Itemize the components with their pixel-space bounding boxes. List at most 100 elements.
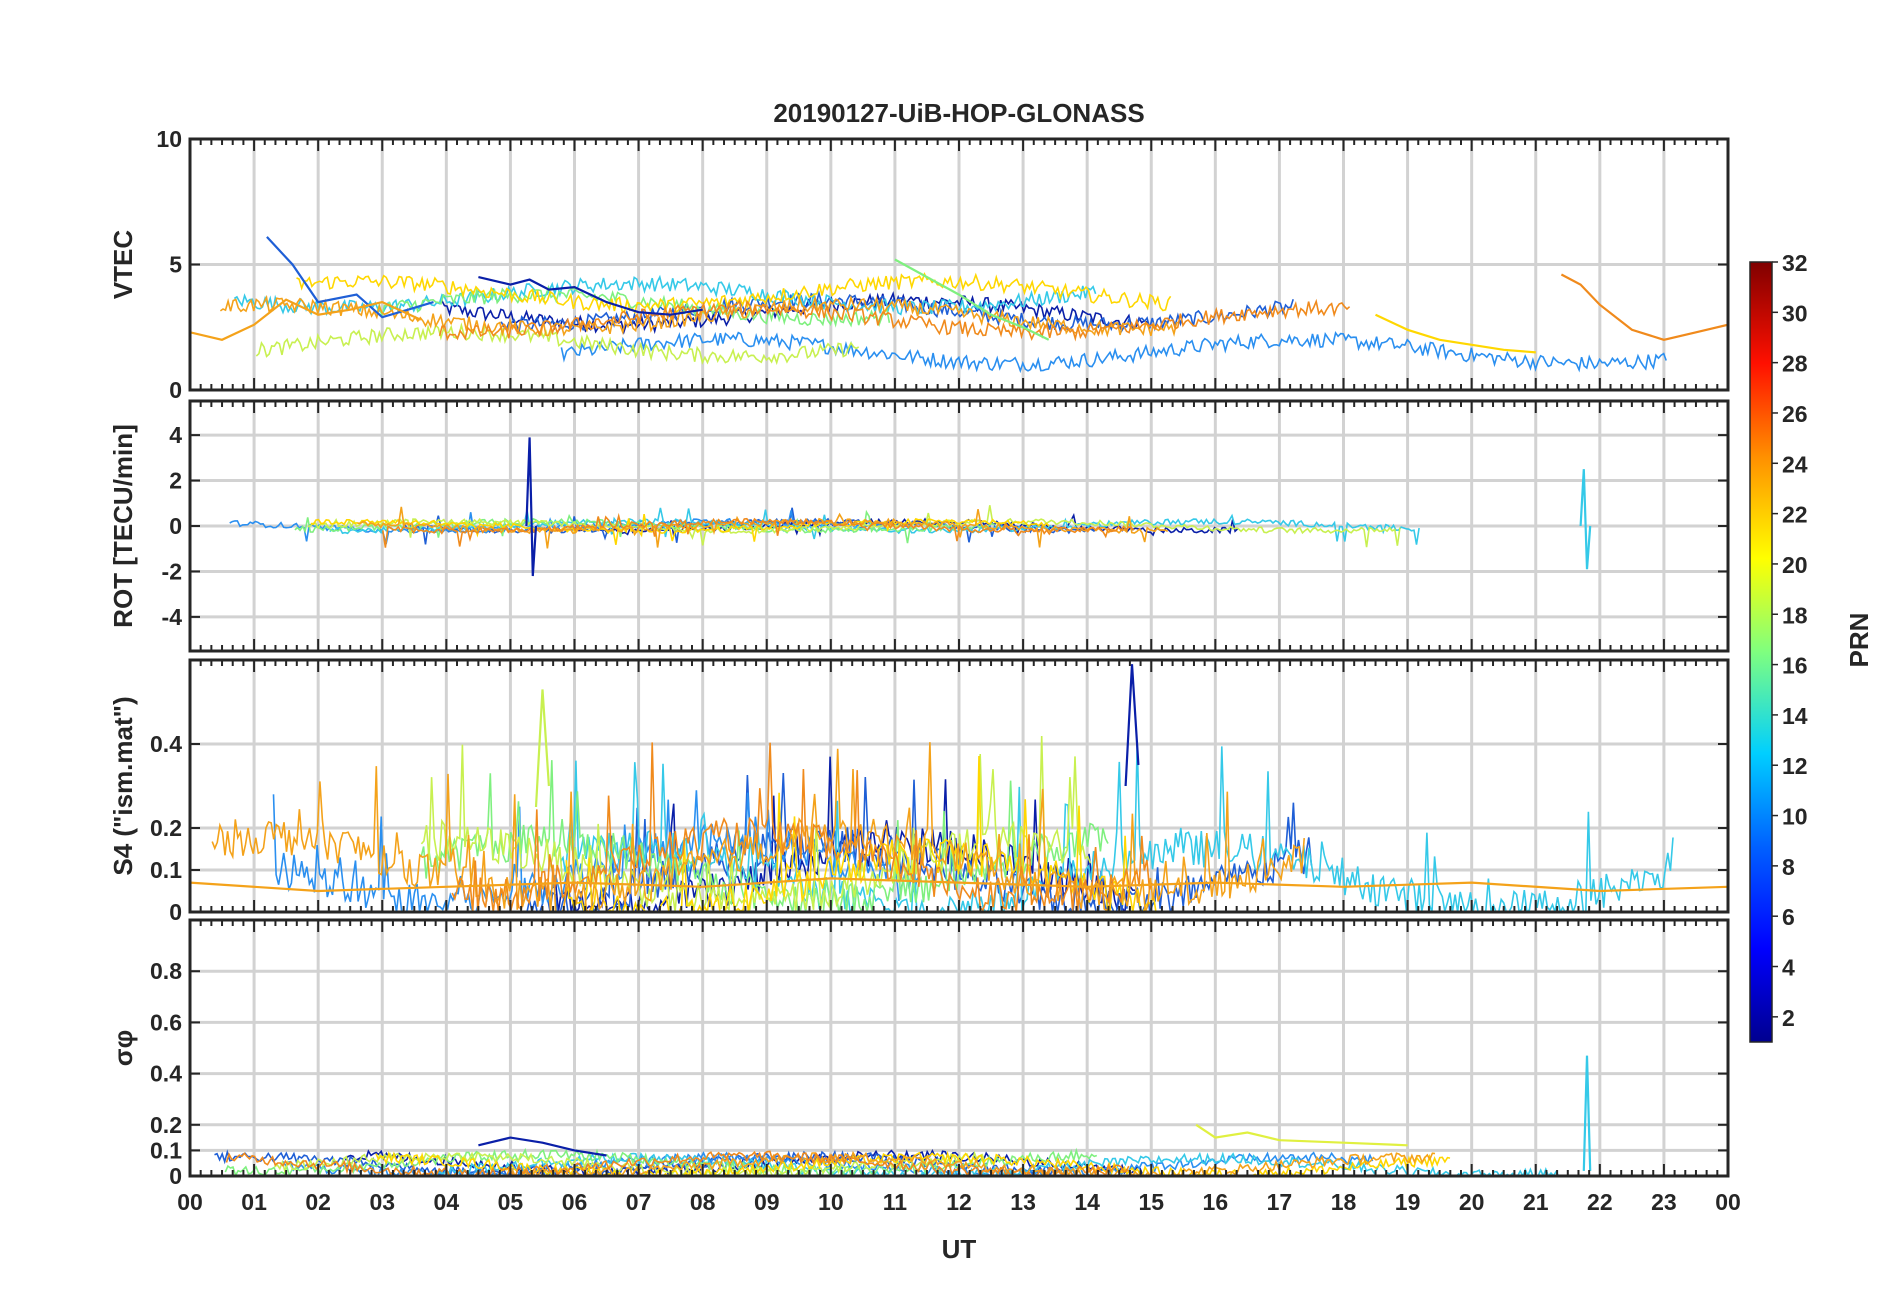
colorbar-tick-label: 20: [1782, 552, 1808, 578]
series-line: [266, 236, 434, 319]
colorbar-label: PRN: [1844, 613, 1874, 668]
series-line: [525, 437, 538, 577]
y-tick-label: 5: [169, 252, 182, 278]
x-tick-label: 05: [498, 1189, 524, 1215]
series-line: [534, 689, 550, 808]
x-tick-label: 08: [690, 1189, 716, 1215]
colorbar-tick-label: 18: [1782, 602, 1808, 628]
x-tick-label: 22: [1587, 1189, 1613, 1215]
y-tick-label: 0.2: [150, 1112, 182, 1138]
colorbar-tick-label: 16: [1782, 653, 1808, 679]
background-trace: [565, 755, 1157, 912]
y-axis-label: σφ: [108, 1030, 138, 1066]
y-axis-label: ROT [TECU/min]: [108, 424, 138, 628]
background-traces: [219, 271, 1667, 374]
colorbar-tick-label: 8: [1782, 854, 1795, 880]
series-line: [1582, 1055, 1592, 1171]
x-tick-label: 17: [1267, 1189, 1293, 1215]
background-trace: [219, 294, 1180, 338]
y-tick-label: 0: [169, 377, 182, 403]
series-line: [894, 258, 1050, 341]
vtec-panel: 0 5 10 VTEC: [108, 126, 1730, 403]
y-tick-label: 10: [156, 126, 182, 152]
background-trace: [211, 742, 1305, 912]
colorbar-tick-label: 30: [1782, 300, 1808, 326]
x-tick-label: 00: [177, 1189, 203, 1215]
x-tick-label: 03: [369, 1189, 395, 1215]
x-tick-label: 23: [1651, 1189, 1677, 1215]
y-tick-label: 2: [169, 468, 182, 494]
y-tick-label: 4: [169, 422, 182, 448]
y-axis-label: VTEC: [108, 230, 138, 300]
background-trace: [438, 298, 1351, 342]
y-tick-label: 0.1: [150, 1137, 182, 1163]
series-line: [478, 1136, 607, 1157]
background-traces: [214, 1147, 1562, 1176]
colorbar-tick-label: 12: [1782, 753, 1808, 779]
y-tick-label: -2: [162, 558, 182, 584]
colorbar-tick-label: 6: [1782, 904, 1795, 930]
background-trace: [255, 322, 860, 366]
chart-title: 20190127-UiB-HOP-GLONASS: [773, 98, 1144, 128]
background-trace: [420, 735, 1092, 912]
series-line: [1375, 313, 1536, 354]
rot-panel: -4 -2 0 2 4 ROT [TECU/min]: [108, 399, 1730, 653]
x-tick-label: 02: [305, 1189, 331, 1215]
y-tick-label: 0.4: [150, 731, 182, 757]
series-line: [1195, 1123, 1408, 1147]
x-tick-label: 01: [241, 1189, 267, 1215]
y-axis-label: S4 ("ism.mat"): [108, 696, 138, 875]
x-tick-label: 06: [562, 1189, 588, 1215]
colorbar-tick-label: 28: [1782, 351, 1808, 377]
colorbar-tick-label: 10: [1782, 804, 1808, 830]
background-trace: [376, 284, 891, 328]
series-line: [1560, 273, 1728, 341]
y-tick-label: 0: [169, 1163, 182, 1189]
background-trace: [560, 331, 1667, 374]
colorbar-gradient: [1749, 261, 1773, 1043]
x-tick-label: 18: [1331, 1189, 1357, 1215]
background-traces: [211, 735, 1674, 912]
y-tick-label: -4: [162, 604, 183, 630]
background-trace: [225, 1150, 1130, 1176]
x-tick-label: 00: [1715, 1189, 1741, 1215]
x-tick-label: 21: [1523, 1189, 1549, 1215]
x-tick-label: 19: [1395, 1189, 1421, 1215]
x-axis-label: UT: [942, 1234, 977, 1264]
y-tick-label: 0: [169, 899, 182, 925]
colorbar-tick-label: 24: [1782, 451, 1808, 477]
background-traces: [229, 505, 1420, 549]
x-tick-label: 20: [1459, 1189, 1485, 1215]
x-tick-label: 11: [883, 1189, 908, 1215]
y-tick-label: 0.1: [150, 857, 182, 883]
y-tick-label: 0.8: [150, 958, 182, 984]
series-line: [478, 276, 703, 316]
x-tick-label: 14: [1074, 1189, 1100, 1215]
x-tick-label: 04: [434, 1189, 460, 1215]
background-trace: [307, 505, 1401, 548]
series-line: [1124, 664, 1140, 787]
background-trace: [559, 741, 1674, 912]
sigma-phi-panel: 00.10.2 0.4 0.6 0.8 σφ 00 01 02 03 04 05 06 07 08 09 10…: [108, 918, 1741, 1215]
colorbar-tick-label: 22: [1782, 502, 1808, 528]
series-line: [1579, 469, 1592, 570]
colorbar-tick-label: 32: [1782, 250, 1808, 276]
x-tick-label: 09: [754, 1189, 780, 1215]
colorbar-tick-label: 4: [1782, 955, 1795, 981]
colorbar-tick-label: 26: [1782, 401, 1808, 427]
y-tick-label: 0.6: [150, 1009, 182, 1035]
s4-panel: 0 0.1 0.2 0.4 S4 ("ism.mat"): [108, 658, 1730, 925]
x-tick-label: 16: [1203, 1189, 1229, 1215]
y-tick-label: 0: [169, 513, 182, 539]
background-trace: [296, 271, 1172, 315]
x-tick-label: 13: [1010, 1189, 1036, 1215]
background-trace: [382, 512, 1135, 548]
background-trace: [506, 1150, 1436, 1176]
x-tick-label: 15: [1138, 1189, 1164, 1215]
y-tick-label: 0.4: [150, 1061, 182, 1087]
series-line: [190, 298, 422, 341]
x-tick-label: 10: [818, 1189, 844, 1215]
series-line: [190, 877, 1728, 893]
